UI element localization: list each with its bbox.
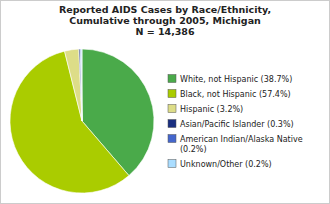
pie [10,49,154,193]
legend-swatch [168,120,176,128]
text-line: Hispanic (3.2%) [180,105,243,114]
text-line: White, not Hispanic (38.7%) [180,75,292,84]
text-line: Cumulative through 2005, Michigan [69,15,261,26]
pie-slice [79,49,82,121]
legend-swatch [168,135,176,143]
text-line: Black, not Hispanic (57.4%) [180,90,291,99]
pie-slice [10,51,129,193]
text-line: Asian/Pacific Islander (0.3%) [180,120,294,129]
legend-label: Unknown/Other (0.2%) [180,160,272,169]
legend: White, not Hispanic (38.7%) Black, not Hi… [168,75,303,169]
chart-container: Reported AIDS Cases by Race/Ethnicity,Cu… [0,0,330,204]
chart: Reported AIDS Cases by Race/Ethnicity,Cu… [0,0,330,204]
text-line: Reported AIDS Cases by Race/Ethnicity, [59,4,271,15]
text-line: American Indian/Alaska Native [180,135,303,144]
legend-label: Hispanic (3.2%) [180,105,243,114]
text-line: (0.2%) [180,145,207,154]
legend-label: Black, not Hispanic (57.4%) [180,90,291,99]
legend-swatch [168,90,176,98]
text-line: Unknown/Other (0.2%) [180,160,272,169]
legend-swatch [168,105,176,113]
title: Reported AIDS Cases by Race/Ethnicity,Cu… [59,4,271,37]
background [1,1,330,204]
legend-swatch [168,75,176,83]
legend-swatch [168,160,176,168]
legend-label: Asian/Pacific Islander (0.3%) [180,120,294,129]
legend-label: White, not Hispanic (38.7%) [180,75,292,84]
pie-slice [65,49,82,121]
pie-slice [80,49,82,121]
text-line: N = 14,386 [135,26,195,37]
pie-slice [81,49,83,121]
legend-label: American Indian/Alaska Native(0.2%) [180,135,303,154]
